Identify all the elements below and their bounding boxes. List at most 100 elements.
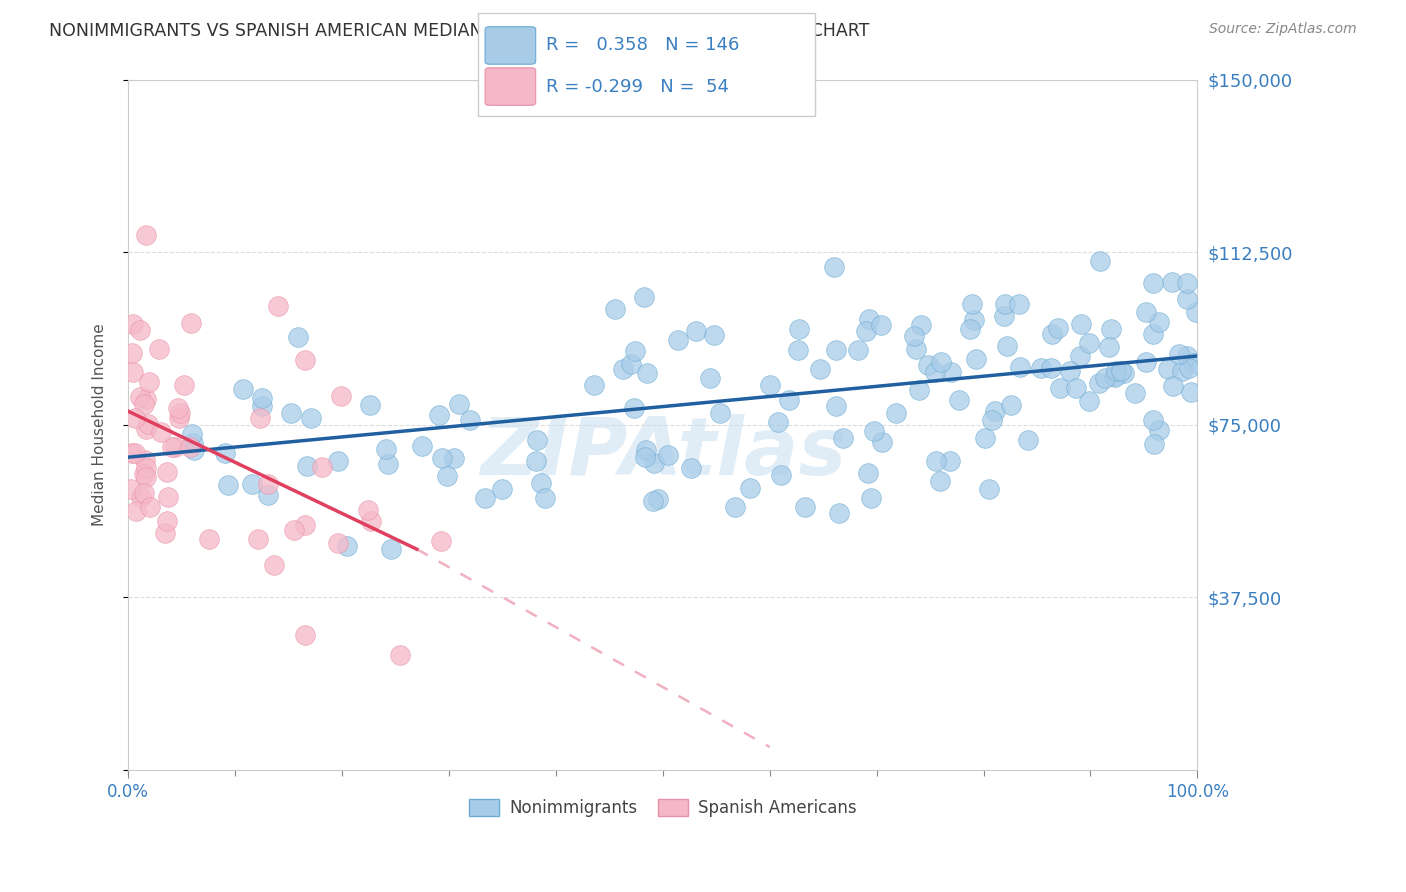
Point (526, 454, 548, 468)
Point (430, 534, 453, 549)
Point (135, 421, 157, 435)
Point (162, 440, 184, 454)
Point (973, 431, 995, 445)
Point (180, 317, 202, 331)
Text: R =   0.358   N = 146: R = 0.358 N = 146 (546, 37, 740, 54)
Point (823, 260, 845, 274)
Point (904, 342, 927, 356)
Point (623, 401, 645, 416)
Point (198, 532, 221, 546)
Point (283, 523, 305, 537)
Y-axis label: Median Household Income: Median Household Income (93, 324, 107, 526)
Point (963, 312, 986, 326)
Point (1142, 326, 1164, 341)
Point (135, 470, 157, 484)
Point (135, 227, 157, 242)
Point (1098, 340, 1121, 354)
Point (960, 297, 983, 311)
Point (360, 514, 382, 528)
Point (929, 355, 952, 369)
Point (965, 351, 987, 366)
Point (681, 461, 703, 475)
Point (287, 329, 309, 343)
Point (380, 541, 402, 556)
Point (1078, 335, 1101, 350)
Point (633, 450, 655, 465)
Point (770, 467, 793, 482)
Point (828, 506, 851, 520)
Point (1090, 254, 1112, 268)
Point (870, 318, 893, 333)
Point (824, 399, 846, 413)
Point (214, 445, 236, 459)
Point (959, 322, 981, 336)
Point (1094, 371, 1116, 385)
Text: ZIPAtlas: ZIPAtlas (479, 414, 846, 491)
Point (129, 323, 152, 337)
Point (862, 425, 884, 439)
Point (870, 435, 893, 450)
Point (249, 411, 271, 425)
Point (267, 299, 290, 313)
Point (474, 491, 496, 505)
Point (179, 440, 201, 454)
Point (981, 412, 1004, 426)
Point (129, 490, 152, 504)
Point (903, 328, 925, 343)
Point (636, 442, 658, 457)
Point (135, 461, 157, 475)
Point (388, 648, 411, 662)
Point (120, 483, 142, 497)
Point (430, 451, 453, 466)
Point (181, 436, 204, 450)
Point (583, 377, 606, 392)
Point (329, 389, 352, 403)
Point (1135, 305, 1157, 319)
Point (1175, 349, 1198, 363)
Point (250, 391, 273, 405)
Point (685, 324, 707, 338)
Point (759, 378, 782, 392)
Point (657, 448, 679, 462)
Point (939, 365, 962, 379)
Point (1147, 423, 1170, 437)
Point (620, 357, 643, 371)
Point (169, 406, 191, 420)
Text: R = -0.299   N =  54: R = -0.299 N = 54 (546, 78, 728, 95)
Point (1142, 276, 1164, 290)
Point (1008, 297, 1031, 311)
Point (1000, 398, 1022, 412)
Point (917, 358, 939, 372)
Point (138, 375, 160, 389)
Point (232, 382, 254, 396)
Point (612, 361, 634, 376)
Point (1147, 315, 1170, 329)
Point (636, 366, 658, 380)
Point (449, 396, 471, 410)
Point (603, 301, 626, 316)
Point (1123, 386, 1146, 401)
Point (1049, 381, 1071, 395)
Point (121, 346, 143, 360)
Point (135, 392, 157, 406)
Point (377, 457, 399, 471)
Point (136, 417, 159, 432)
Point (1040, 327, 1063, 342)
Point (121, 445, 143, 459)
Point (1070, 317, 1092, 331)
Point (183, 442, 205, 457)
Point (122, 365, 145, 379)
Point (1112, 366, 1135, 380)
Point (436, 469, 458, 483)
Point (1168, 347, 1191, 361)
Point (217, 477, 239, 491)
Point (359, 398, 381, 412)
Point (1161, 275, 1184, 289)
Point (699, 370, 721, 384)
Point (858, 312, 880, 326)
Legend: Nonimmigrants, Spanish Americans: Nonimmigrants, Spanish Americans (463, 792, 863, 824)
Point (1069, 350, 1091, 364)
Point (924, 365, 946, 379)
Point (257, 477, 280, 491)
Point (328, 453, 350, 467)
